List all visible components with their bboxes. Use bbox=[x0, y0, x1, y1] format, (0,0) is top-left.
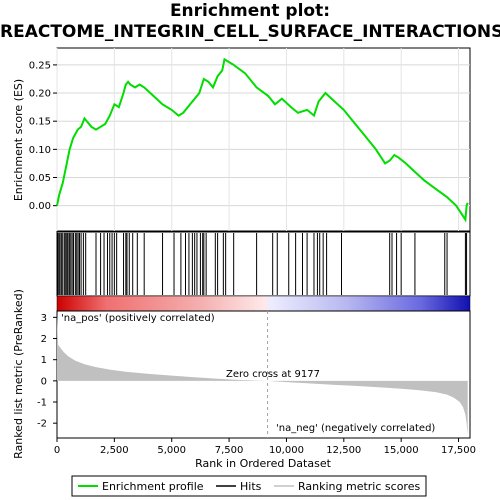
legend-enrichment-label: Enrichment profile bbox=[102, 480, 204, 493]
es-panel-frame bbox=[56, 47, 471, 232]
legend-metric-label: Ranking metric scores bbox=[298, 480, 420, 493]
rank-xtick-label: 2,500 bbox=[100, 445, 129, 456]
metric-ytick-label: 2 bbox=[41, 334, 47, 345]
rank-xtick-label: 12,500 bbox=[326, 445, 361, 456]
chart-title-line2: REACTOME_INTEGRIN_CELL_SURFACE_INTERACTI… bbox=[0, 22, 500, 42]
metric-ylabel: Ranked list metric (PreRanked) bbox=[12, 289, 25, 459]
rank-xtick-label: 10,000 bbox=[269, 445, 304, 456]
chart-title-line1: Enrichment plot: bbox=[169, 1, 331, 21]
es-ytick-label: 0.05 bbox=[29, 173, 51, 184]
rank-xlabel: Rank in Ordered Dataset bbox=[195, 457, 332, 470]
rank-xtick-label: 0 bbox=[54, 445, 60, 456]
rank-xtick-label: 5,000 bbox=[157, 445, 186, 456]
rank-xtick-label: 17,500 bbox=[441, 445, 476, 456]
enrichment-profile-line bbox=[56, 57, 469, 223]
legend-hits-label: Hits bbox=[240, 480, 262, 493]
rank-xtick-label: 15,000 bbox=[384, 445, 419, 456]
metric-ytick-label: -1 bbox=[37, 398, 47, 409]
rank-color-bar bbox=[56, 295, 471, 312]
metric-ytick-label: 0 bbox=[41, 376, 47, 387]
es-ytick-label: 0.15 bbox=[29, 117, 51, 128]
es-ytick-label: 0.10 bbox=[29, 145, 51, 156]
metric-ytick-label: -2 bbox=[37, 419, 47, 430]
es-ytick-label: 0.00 bbox=[29, 201, 51, 212]
ranking-metric-area bbox=[57, 315, 468, 435]
negative-correlation-label: 'na_neg' (negatively correlated) bbox=[276, 423, 435, 434]
metric-ytick-label: 3 bbox=[41, 313, 47, 324]
positive-correlation-label: 'na_pos' (positively correlated) bbox=[61, 313, 215, 324]
es-ytick-label: 0.20 bbox=[29, 89, 51, 100]
hits-panel-frame bbox=[56, 231, 471, 297]
es-ylabel: Enrichment score (ES) bbox=[12, 79, 25, 201]
es-ytick-label: 0.25 bbox=[29, 60, 51, 71]
legend-box bbox=[71, 475, 427, 497]
zero-cross-label: Zero cross at 9177 bbox=[226, 369, 320, 380]
rank-xtick-label: 7,500 bbox=[215, 445, 244, 456]
legend: Enrichment profile Hits Ranking metric s… bbox=[71, 475, 427, 497]
metric-ytick-label: 1 bbox=[41, 355, 47, 366]
